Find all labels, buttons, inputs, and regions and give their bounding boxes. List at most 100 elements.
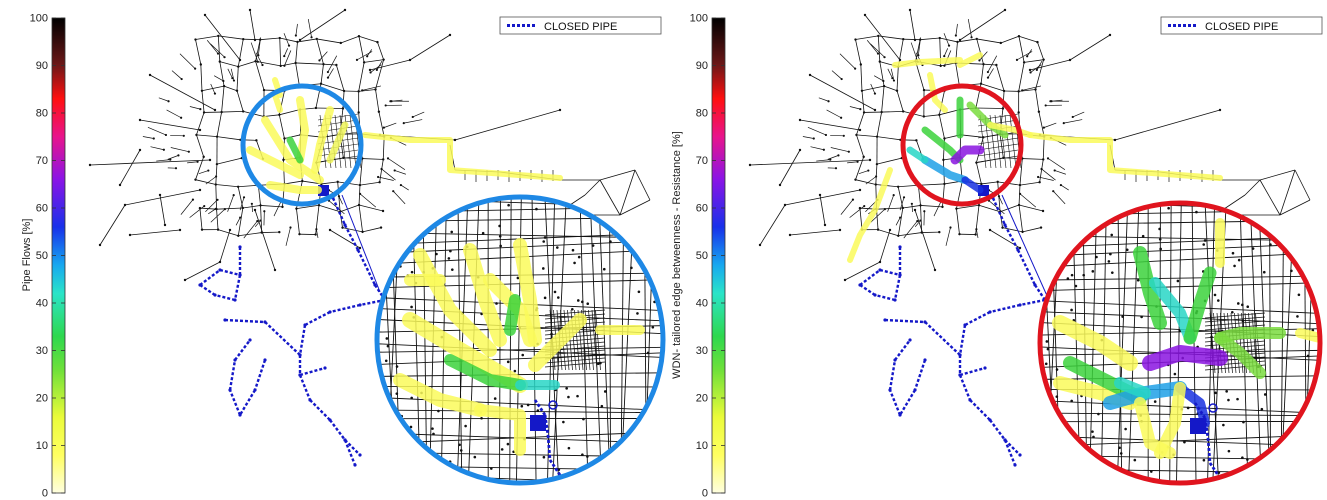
junction — [430, 212, 433, 215]
junction — [214, 183, 217, 186]
junction — [361, 89, 364, 92]
pipe — [358, 185, 361, 205]
junction — [357, 90, 360, 93]
pipe — [977, 143, 1019, 151]
junction — [235, 89, 239, 92]
junction — [573, 261, 576, 265]
pipe — [987, 68, 994, 78]
pipe — [988, 200, 1005, 215]
flow-band — [906, 146, 929, 164]
junction — [314, 233, 317, 236]
junction — [922, 88, 926, 92]
junction — [1055, 368, 1059, 371]
junction — [646, 351, 650, 355]
pipe — [210, 208, 226, 223]
closed-pipe-node — [958, 353, 962, 357]
junction — [1017, 35, 1021, 38]
closed-pipe-node — [898, 245, 902, 249]
colorbar: 0 10 20 30 40 50 60 70 80 90 100 WDN- tailored edg… — [671, 13, 726, 500]
closed-pipe-node — [1016, 248, 1020, 252]
junction — [949, 226, 952, 229]
pipe — [255, 61, 265, 91]
junction — [1090, 215, 1093, 218]
junction — [411, 115, 414, 119]
pipe — [409, 34, 451, 61]
junction — [232, 193, 235, 197]
pipe — [876, 157, 902, 165]
junction — [451, 268, 454, 271]
pipe — [749, 159, 871, 166]
pipe — [195, 39, 202, 65]
closed-pipe — [959, 366, 986, 377]
junction — [294, 61, 297, 65]
junction — [895, 89, 899, 92]
pipe — [1054, 170, 1067, 175]
junction — [938, 113, 941, 117]
junction — [586, 455, 589, 458]
pipe — [358, 62, 365, 92]
junction — [958, 232, 961, 236]
pipe — [591, 309, 598, 371]
pipe — [858, 170, 869, 175]
pipe — [979, 51, 988, 61]
junction — [158, 193, 162, 197]
junction — [933, 268, 937, 272]
pipe — [227, 68, 233, 79]
junction — [118, 183, 122, 187]
junction — [977, 204, 981, 207]
pipe — [1043, 122, 1057, 128]
pipe — [187, 161, 198, 164]
junction — [901, 110, 905, 113]
junction — [1091, 430, 1094, 433]
pipe — [119, 149, 141, 186]
junction — [910, 202, 913, 205]
flow-band — [246, 146, 304, 179]
closed-pipe-node — [343, 223, 347, 227]
closed-pipe — [893, 274, 902, 301]
pipe — [898, 232, 922, 237]
pipe — [870, 43, 885, 58]
pipe — [1042, 136, 1045, 160]
junction — [1290, 269, 1293, 273]
junction — [1217, 471, 1221, 474]
junction — [1107, 260, 1111, 263]
junction — [278, 36, 281, 40]
junction — [1140, 315, 1143, 319]
pipe — [849, 205, 865, 218]
pipe — [870, 208, 886, 223]
pipe — [1279, 169, 1296, 216]
junction — [898, 58, 902, 62]
junction — [434, 466, 438, 470]
pipe — [879, 61, 885, 87]
junction — [220, 110, 223, 114]
flow-band — [1214, 332, 1266, 379]
pipe — [956, 204, 980, 210]
pipe — [383, 122, 397, 128]
flow-band — [950, 145, 985, 165]
junction — [199, 108, 202, 111]
pipe — [866, 40, 879, 54]
junction — [223, 56, 226, 59]
junction — [228, 228, 232, 232]
pipe — [1204, 324, 1266, 331]
pipe — [205, 176, 217, 185]
pipe — [999, 134, 1004, 158]
junction — [296, 40, 299, 44]
junction — [582, 417, 585, 421]
pipe — [377, 346, 663, 353]
junction — [891, 77, 894, 80]
junction — [355, 58, 359, 61]
junction — [1231, 310, 1234, 314]
pipe — [859, 208, 863, 230]
junction — [595, 208, 599, 212]
junction — [242, 37, 245, 41]
junction — [843, 278, 847, 282]
flow-band — [402, 312, 528, 393]
junction — [995, 63, 998, 67]
pipe — [255, 52, 263, 66]
junction — [1018, 192, 1022, 195]
junction — [208, 158, 212, 162]
flow-band — [1142, 345, 1228, 371]
pipe — [339, 114, 347, 169]
flow-band — [266, 181, 322, 194]
